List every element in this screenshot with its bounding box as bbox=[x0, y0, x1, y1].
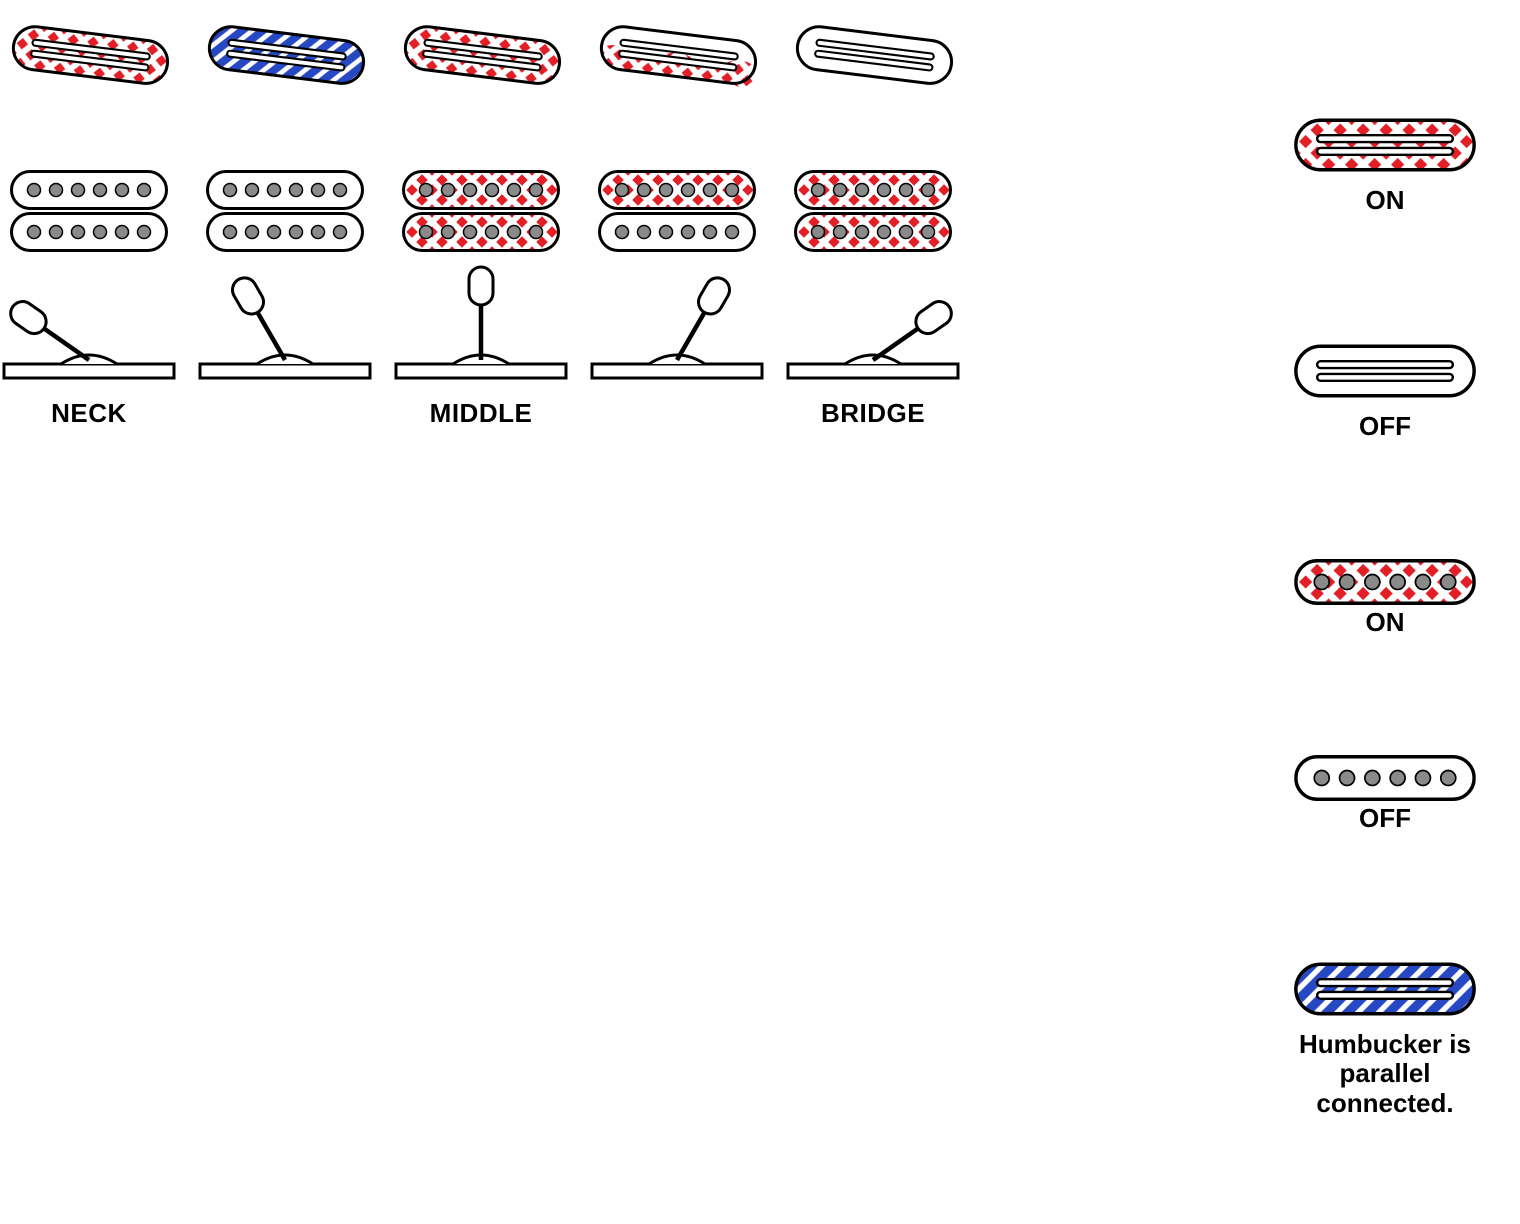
selector-grid: NECK MIDDLE BRIDGE bbox=[10, 20, 960, 439]
rail-pickup-icon bbox=[1290, 948, 1481, 1029]
rail-pickup-icon bbox=[1290, 105, 1481, 186]
position-label-1 bbox=[206, 394, 364, 429]
switch-pos-4 bbox=[794, 264, 952, 384]
legend-label: ON bbox=[1366, 608, 1405, 638]
row-humbuckers bbox=[10, 170, 960, 254]
humbucker-coil-icon bbox=[1294, 559, 1476, 605]
rail-pickup-icon bbox=[1290, 331, 1481, 412]
rail-pickup-pos-2 bbox=[402, 20, 560, 90]
humbucker-pos-2 bbox=[402, 170, 560, 254]
legend-item-4: Humbucker isparallel connected. bbox=[1280, 954, 1490, 1120]
humbucker-pos-3 bbox=[598, 170, 756, 254]
position-label-2: MIDDLE bbox=[402, 394, 560, 429]
position-label-0: NECK bbox=[10, 394, 168, 429]
legend-label: Humbucker isparallel connected. bbox=[1280, 1030, 1490, 1120]
label-text: MIDDLE bbox=[430, 398, 533, 429]
switch-pos-1 bbox=[206, 264, 364, 384]
switch-pos-3 bbox=[598, 264, 756, 384]
legend-item-1: OFF bbox=[1302, 336, 1468, 442]
legend-item-2: ON bbox=[1306, 562, 1464, 638]
humbucker-pos-4 bbox=[794, 170, 952, 254]
switch-pos-0 bbox=[10, 264, 168, 384]
legend-label: OFF bbox=[1359, 804, 1411, 834]
row-switches bbox=[10, 264, 960, 384]
legend: ON OFF ON OFF Humbucker isparallel conne… bbox=[1280, 110, 1490, 1119]
position-label-4: BRIDGE bbox=[794, 394, 952, 429]
rail-pickup-pos-0 bbox=[10, 20, 168, 90]
label-text: BRIDGE bbox=[821, 398, 925, 429]
row-labels: NECK MIDDLE BRIDGE bbox=[10, 394, 960, 429]
legend-label: OFF bbox=[1359, 412, 1411, 442]
humbucker-pos-1 bbox=[206, 170, 364, 254]
legend-item-0: ON bbox=[1302, 110, 1468, 216]
rail-pickup-pos-1 bbox=[206, 20, 364, 90]
row-rail-pickups bbox=[10, 20, 960, 90]
legend-label: ON bbox=[1366, 186, 1405, 216]
switch-pos-2 bbox=[402, 264, 560, 384]
label-text: NECK bbox=[51, 398, 127, 429]
position-label-3 bbox=[598, 394, 756, 429]
humbucker-pos-0 bbox=[10, 170, 168, 254]
rail-pickup-pos-4 bbox=[794, 20, 952, 90]
legend-item-3: OFF bbox=[1306, 758, 1464, 834]
rail-pickup-pos-3 bbox=[598, 20, 756, 90]
humbucker-coil-icon bbox=[1294, 755, 1476, 801]
